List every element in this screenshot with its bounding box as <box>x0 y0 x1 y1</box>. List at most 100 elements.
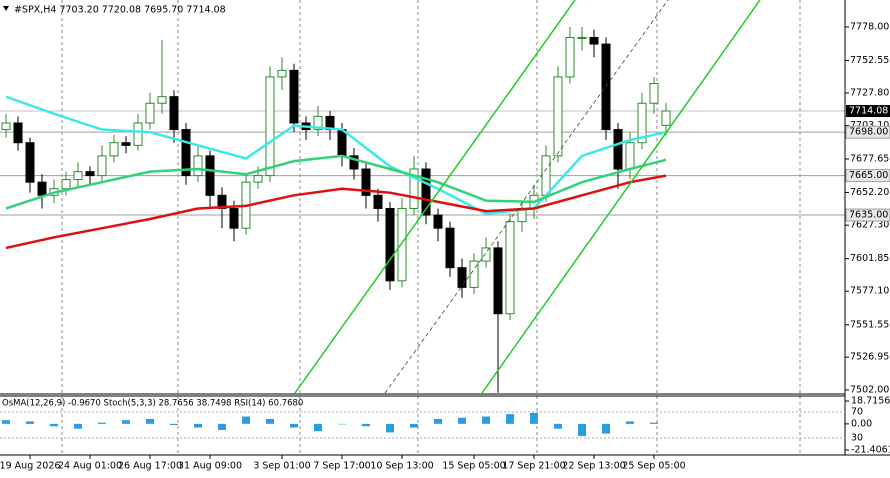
x-tick-label: 7 Sep 17:00 <box>313 461 370 472</box>
candle-body <box>169 96 179 131</box>
osma-bar <box>578 423 586 437</box>
price-label: 7714.08 <box>849 106 888 117</box>
y-tick-label: 7502.00 <box>850 384 889 395</box>
moving-average <box>5 174 667 250</box>
y-tick-label: 7778.00 <box>850 21 889 32</box>
channel <box>294 0 761 394</box>
candles <box>1 26 671 393</box>
candle-body <box>445 227 455 269</box>
osma-bar <box>410 423 418 428</box>
candle-body <box>61 179 71 190</box>
candle-body <box>265 76 275 177</box>
osma-bar <box>290 423 298 428</box>
candle-body <box>541 155 551 196</box>
x-tick-label: 15 Sep 05:00 <box>442 461 505 472</box>
osma-bar <box>170 423 178 426</box>
y-tick-label: 7652.20 <box>850 187 889 198</box>
time-grid <box>61 0 801 455</box>
price-axis <box>845 0 890 478</box>
x-tick-label: 31 Aug 09:00 <box>178 461 242 472</box>
sub-level-label: 70 <box>851 407 863 418</box>
osma-bar <box>2 420 10 424</box>
moving-average <box>5 95 667 216</box>
level-box <box>845 125 890 139</box>
candle-body <box>565 36 575 78</box>
osma-bar <box>146 418 154 424</box>
osma-bar <box>506 414 514 424</box>
candle-body <box>1 122 11 131</box>
osma-bar <box>218 423 226 430</box>
moving-averages <box>5 95 667 250</box>
osma-bar <box>194 423 202 428</box>
osma-bar <box>122 420 130 424</box>
y-tick-label: 7627.30 <box>850 220 889 231</box>
x-tick-label: 25 Sep 05:00 <box>622 461 685 472</box>
osma-bar <box>50 423 58 427</box>
menu-arrow[interactable] <box>3 6 9 11</box>
osma-bar <box>530 412 538 424</box>
y-tick-label: 7526.95 <box>850 352 889 363</box>
candle-body <box>145 102 155 124</box>
osma-bar <box>314 423 322 432</box>
candle-body <box>601 43 611 131</box>
candle-body <box>37 181 47 196</box>
candle-body <box>133 122 143 146</box>
candle-body <box>73 171 83 181</box>
x-tick-label: 24 Aug 01:00 <box>58 461 122 472</box>
price-ticks: 7778.00 7752.55 7727.80 7703.10 7677.65 7652.… <box>845 21 889 395</box>
osma-bar <box>98 422 106 424</box>
candle-body <box>649 83 659 104</box>
level-label: 7665.00 <box>849 170 888 181</box>
candle-body <box>13 122 23 144</box>
candle-body <box>493 247 503 315</box>
candle-body <box>457 267 467 288</box>
candle-body <box>409 168 419 209</box>
candle-body <box>637 102 647 144</box>
subwindow-label: OsMA(12,26,9) -0.9670 Stoch(5,3,3) 28.76… <box>2 399 303 409</box>
moving-average <box>5 154 667 210</box>
x-tick-label: 22 Sep 13:00 <box>562 461 625 472</box>
x-tick-label: 3 Sep 01:00 <box>253 461 310 472</box>
sub-tick-label: 18.7156 <box>851 396 890 407</box>
osma-bar <box>242 416 250 424</box>
candle-body <box>109 142 119 157</box>
osma-bar <box>482 416 490 424</box>
candle-body <box>433 214 443 229</box>
sub-tick-label: 0.00 <box>851 418 872 429</box>
y-tick-label: 7677.65 <box>850 153 889 164</box>
sub-level-label: 30 <box>851 433 863 444</box>
candle-body <box>613 129 623 170</box>
candle-body <box>481 247 491 262</box>
candle-body <box>277 69 287 78</box>
candle-body <box>505 221 515 315</box>
candle-body <box>205 155 215 196</box>
sub-tick-label: -21.4061 <box>851 445 890 456</box>
candle-body <box>349 155 359 170</box>
candle-body <box>85 171 95 177</box>
osma-bar <box>362 423 370 427</box>
candle-body <box>553 76 563 157</box>
y-tick-label: 7727.80 <box>850 87 889 98</box>
candle-body <box>589 36 599 45</box>
candle-body <box>121 142 131 146</box>
candle-body <box>253 175 263 183</box>
candle-body <box>385 207 395 282</box>
candle-body <box>361 168 371 196</box>
candle-body <box>313 115 323 131</box>
price-box <box>846 105 890 118</box>
channel-line <box>481 0 761 394</box>
level-box <box>845 208 890 222</box>
candle-body <box>25 142 35 183</box>
osma-bar <box>626 421 634 424</box>
candle-body <box>289 69 299 124</box>
osma-bar <box>386 423 394 433</box>
subwindow: 18.7156 0.00 -21.4061 70 30 OsMA(12,26,9) -0.… <box>0 396 890 456</box>
candle-body <box>577 36 587 39</box>
osma-bar <box>602 423 610 434</box>
candle-body <box>397 207 407 282</box>
candle-body <box>373 194 383 209</box>
candle-body <box>469 260 479 288</box>
